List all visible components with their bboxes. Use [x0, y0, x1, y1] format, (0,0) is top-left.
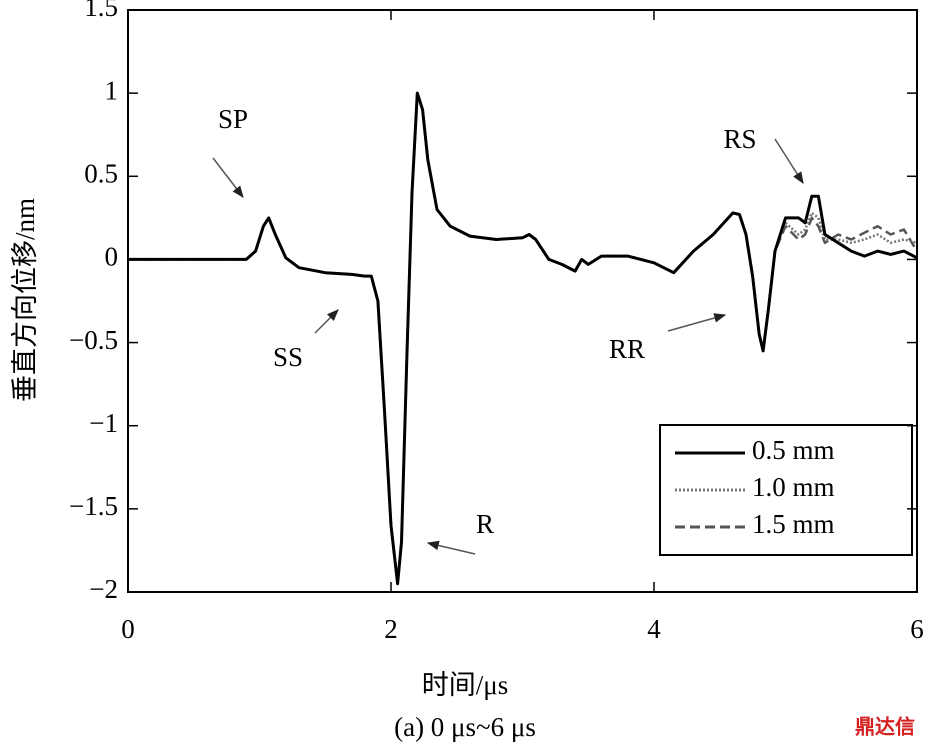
legend-label: 1.5 mm — [752, 509, 835, 539]
plot-area — [128, 91, 919, 586]
x-axis-label: 时间/μs — [422, 670, 508, 700]
x-tick-label: 0 — [121, 614, 135, 644]
annotation: RR — [609, 334, 645, 364]
x-tick-label: 4 — [647, 614, 661, 644]
data-line — [128, 91, 919, 585]
y-tick-label: −1 — [89, 408, 118, 438]
x-tick-label: 2 — [384, 614, 398, 644]
legend-label: 0.5 mm — [752, 435, 835, 465]
y-axis-label: 垂直方向位移/nm — [10, 198, 40, 402]
plot-frame — [127, 9, 918, 593]
annotation-arrow — [667, 313, 727, 332]
y-tick-label: 0 — [105, 242, 119, 272]
y-tick-label: −1.5 — [69, 491, 118, 521]
caption: (a) 0 μs~6 μs — [394, 712, 536, 742]
watermark: 鼎达信 — [855, 715, 915, 739]
y-tick-label: 1 — [105, 75, 119, 105]
annotation-arrow — [774, 138, 804, 185]
annotation-arrow — [212, 157, 244, 198]
annotation: R — [476, 509, 494, 539]
y-tick-label: −0.5 — [69, 325, 118, 355]
annotation-arrow — [314, 309, 339, 334]
y-tick-label: 1.5 — [84, 0, 118, 22]
annotation-arrow — [426, 540, 476, 555]
annotation: SP — [218, 104, 248, 134]
legend — [659, 424, 913, 556]
legend-label: 1.0 mm — [752, 472, 835, 502]
data-line — [128, 91, 918, 586]
x-tick-label: 6 — [910, 614, 924, 644]
annotation: RS — [723, 124, 756, 154]
annotation: SS — [273, 342, 303, 372]
y-tick-label: −2 — [89, 574, 118, 604]
y-tick-label: 0.5 — [84, 158, 118, 188]
